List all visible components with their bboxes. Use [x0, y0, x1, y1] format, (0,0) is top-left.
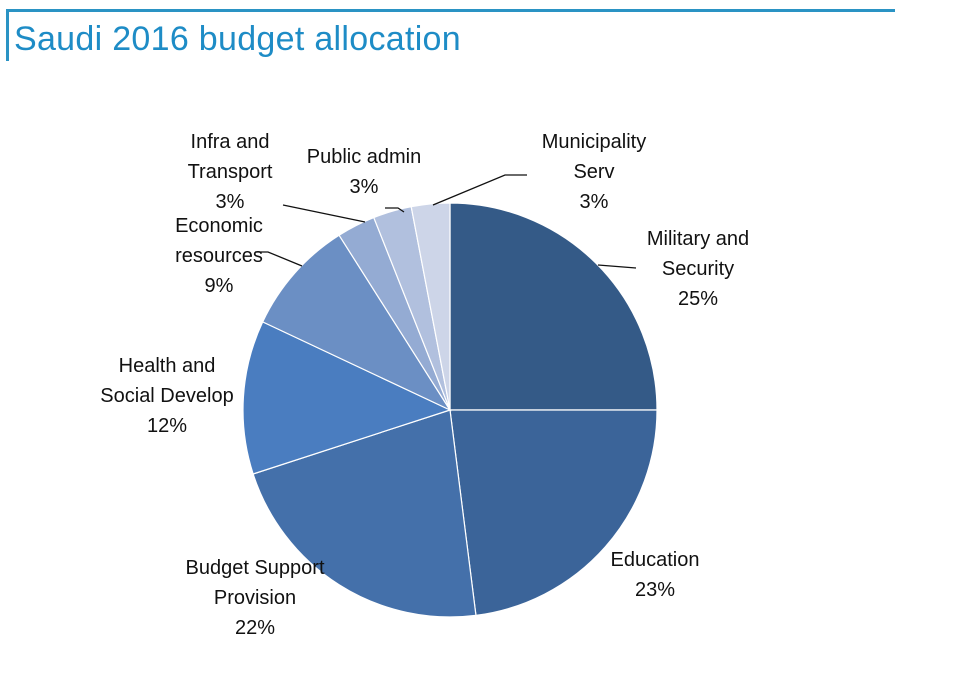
data-label: Education: [611, 549, 700, 571]
data-label: Public admin: [307, 146, 422, 168]
data-label-pct: 9%: [205, 275, 234, 297]
pie-slice-1: [449, 409, 658, 617]
data-label: Municipality: [542, 131, 646, 153]
data-label-pct: 12%: [147, 415, 187, 437]
data-label: Economic: [175, 215, 263, 237]
data-label: Transport: [188, 161, 273, 183]
data-label-pct: 25%: [678, 288, 718, 310]
data-label-pct: 22%: [235, 617, 275, 639]
header-side-rule: [6, 9, 9, 61]
data-label: Security: [662, 258, 734, 280]
data-label: Provision: [214, 587, 296, 609]
leader-line-6: [385, 207, 405, 213]
data-label: Infra and: [191, 131, 270, 153]
data-label: Health and: [119, 355, 216, 377]
pie-slice-2: [252, 409, 477, 618]
data-label: resources: [175, 245, 263, 267]
data-label: Serv: [573, 161, 614, 183]
page-title: Saudi 2016 budget allocation: [14, 20, 461, 58]
data-label-pct: 3%: [580, 191, 609, 213]
data-label-pct: 3%: [216, 191, 245, 213]
leader-line-4: [255, 251, 303, 267]
data-label: Social Develop: [100, 385, 233, 407]
pie-slice-3: [242, 321, 452, 475]
leader-line-5: [282, 204, 366, 223]
data-label: Budget Support: [186, 557, 325, 579]
leader-line-7: [432, 174, 527, 206]
pie-slice-4: [261, 234, 452, 412]
header-rule: [7, 9, 895, 12]
data-label-pct: 3%: [350, 176, 379, 198]
leader-line-0: [597, 264, 637, 269]
data-label-pct: 23%: [635, 579, 675, 601]
pie-slice-7: [410, 202, 451, 411]
data-label: Military and: [647, 228, 749, 250]
pie-slice-0: [449, 202, 658, 411]
